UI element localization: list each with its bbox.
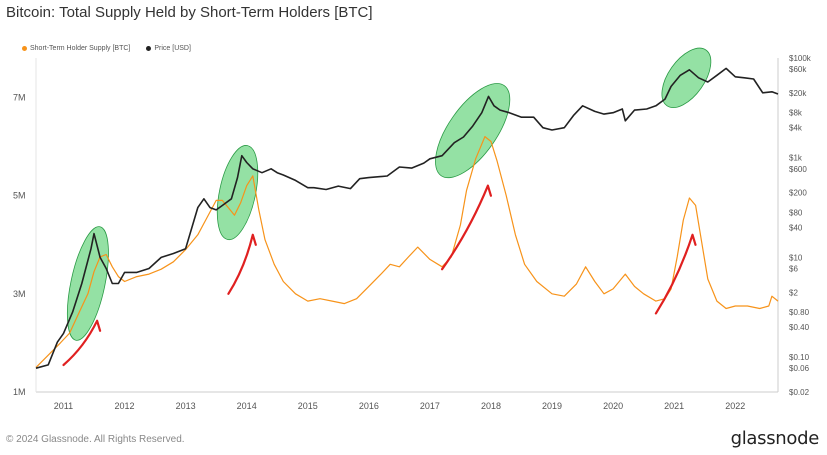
highlight-ellipse xyxy=(435,83,511,179)
y-right-tick-label: $600 xyxy=(789,165,807,174)
legend-label-price: Price [USD] xyxy=(154,45,191,52)
y-left-tick-label: 1M xyxy=(13,387,26,397)
y-right-tick-label: $8k xyxy=(789,109,803,118)
copyright-footer: © 2024 Glassnode. All Rights Reserved. xyxy=(6,434,185,445)
x-tick-label: 2019 xyxy=(542,401,562,411)
y-right-tick-label: $20k xyxy=(789,89,807,98)
y-left-tick-label: 5M xyxy=(13,191,26,201)
x-tick-label: 2017 xyxy=(420,401,440,411)
x-tick-label: 2015 xyxy=(298,401,318,411)
x-tick-label: 2013 xyxy=(176,401,196,411)
red-arrow xyxy=(227,233,257,295)
y-right-tick-label: $100k xyxy=(789,54,812,63)
y-right-tick-label: $0.10 xyxy=(789,353,810,362)
x-tick-label: 2021 xyxy=(664,401,684,411)
y-right-tick-label: $60k xyxy=(789,65,807,74)
legend-dot-price xyxy=(146,46,152,51)
y-right-tick-label: $4k xyxy=(789,124,803,133)
x-tick-label: 2022 xyxy=(725,401,745,411)
legend-item-price[interactable]: Price [USD] xyxy=(146,45,191,52)
legend-dot-supply xyxy=(22,46,27,51)
y-right-tick-label: $6 xyxy=(789,264,798,273)
y-right-tick-label: $0.40 xyxy=(789,323,810,332)
y-right-tick-label: $1k xyxy=(789,154,803,163)
y-right-tick-label: $200 xyxy=(789,189,807,198)
highlight-ellipse xyxy=(661,47,712,108)
y-right-tick-label: $40 xyxy=(789,223,803,232)
chart-legend: Short-Term Holder Supply [BTC] Price [US… xyxy=(22,45,191,52)
red-arrow xyxy=(441,184,492,271)
y-right-tick-label: $2 xyxy=(789,288,798,297)
y-right-tick-label: $10 xyxy=(789,253,803,262)
legend-label-supply: Short-Term Holder Supply [BTC] xyxy=(30,45,131,52)
red-arrow xyxy=(654,233,697,315)
legend-item-supply[interactable]: Short-Term Holder Supply [BTC] xyxy=(22,45,130,52)
highlight-ellipse xyxy=(66,226,109,341)
y-left-tick-label: 7M xyxy=(13,92,26,102)
x-tick-label: 2011 xyxy=(54,401,73,411)
y-right-tick-label: $80 xyxy=(789,208,803,217)
x-tick-label: 2014 xyxy=(237,401,257,411)
y-left-tick-label: 3M xyxy=(13,289,26,299)
chart-title: Bitcoin: Total Supply Held by Short-Term… xyxy=(6,4,373,21)
price-line xyxy=(35,67,779,369)
x-tick-label: 2018 xyxy=(481,401,501,411)
glassnode-logo: glassnode xyxy=(730,428,820,449)
x-tick-label: 2020 xyxy=(603,401,623,411)
red-arrow xyxy=(62,319,102,367)
x-tick-label: 2016 xyxy=(359,401,379,411)
highlight-ellipse xyxy=(216,145,259,241)
y-right-tick-label: $0.02 xyxy=(789,388,810,397)
x-tick-label: 2012 xyxy=(115,401,135,411)
y-right-tick-label: $0.80 xyxy=(789,308,810,317)
y-right-tick-label: $0.06 xyxy=(789,364,810,373)
supply-line xyxy=(35,136,779,368)
